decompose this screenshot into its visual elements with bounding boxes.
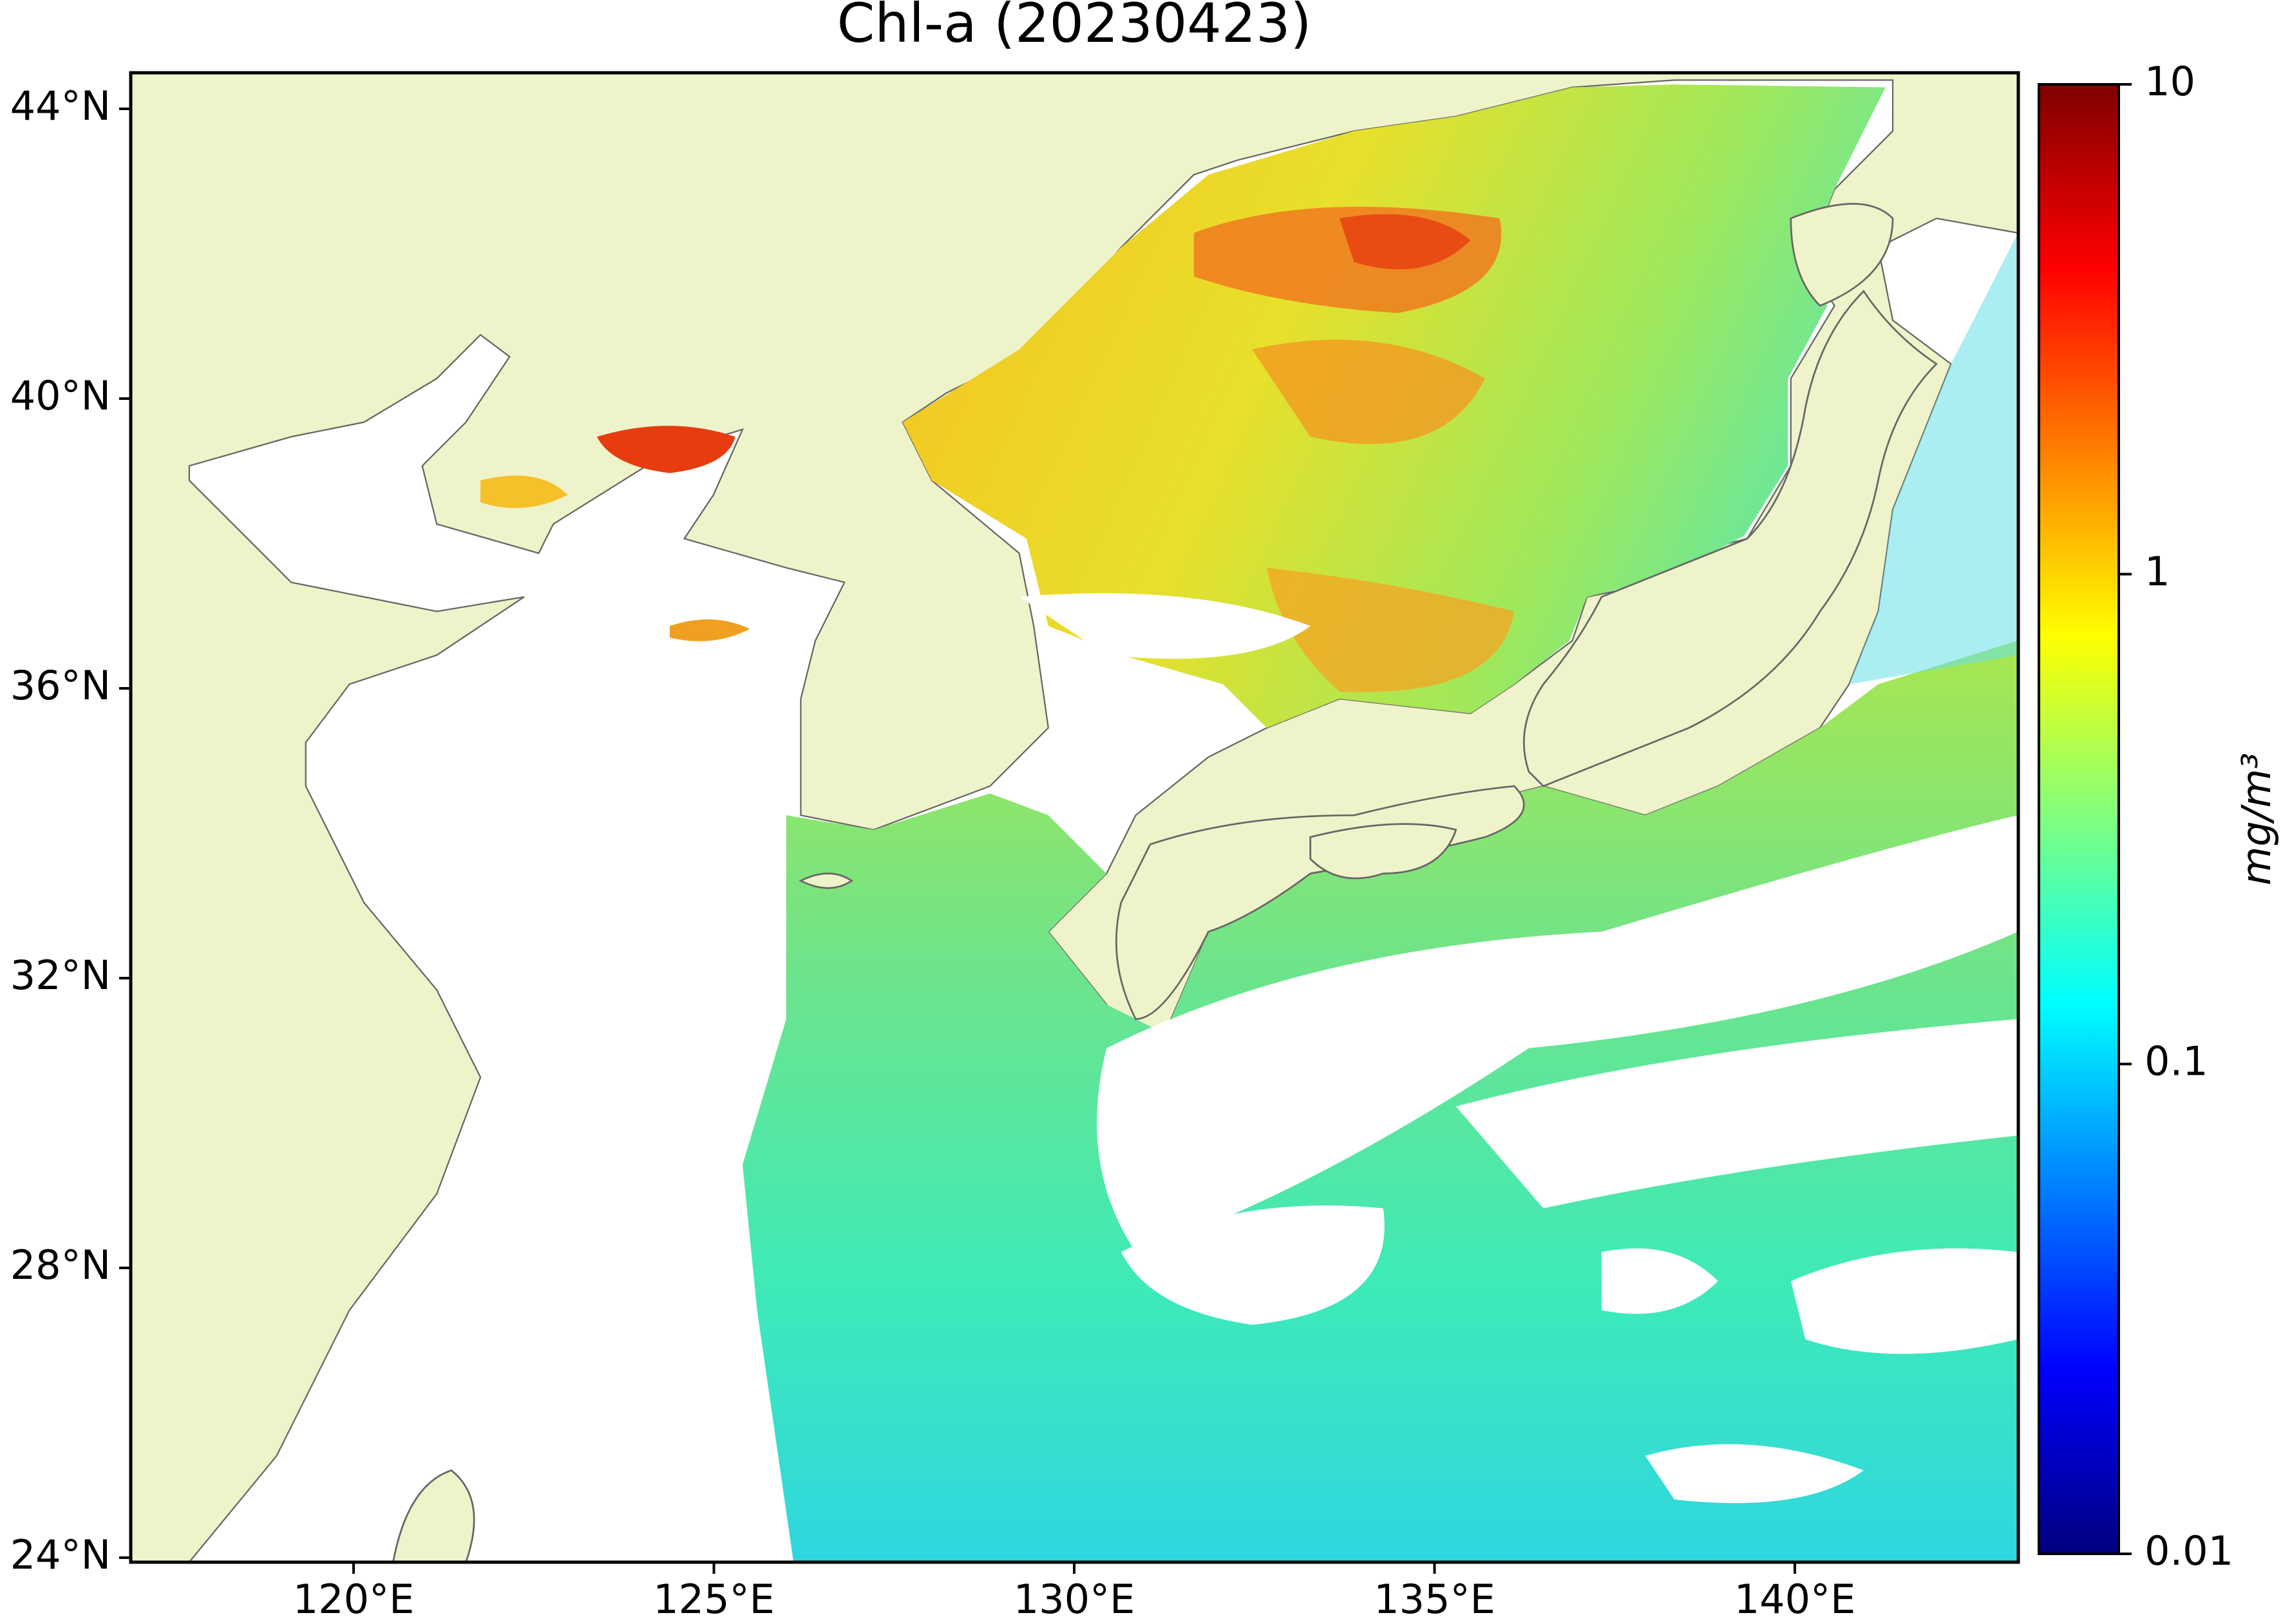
map-area bbox=[131, 73, 2018, 1562]
colorbar-tick-label: 0.1 bbox=[2145, 1037, 2208, 1084]
colorbar-tick-label: 1 bbox=[2145, 548, 2170, 595]
chl-field bbox=[1849, 232, 2018, 685]
lon-tick-label: 125°E bbox=[653, 1576, 775, 1623]
chl-field bbox=[1252, 339, 1486, 444]
colorbar-tick-label: 10 bbox=[2145, 58, 2195, 105]
lat-tick-label: 36°N bbox=[10, 662, 111, 709]
lon-tick-label: 140°E bbox=[1734, 1576, 1856, 1623]
colorbar-label: mg/m³ bbox=[2233, 753, 2280, 885]
lon-tick-label: 130°E bbox=[1014, 1576, 1135, 1623]
chl-field bbox=[480, 475, 568, 509]
chl-field bbox=[1266, 567, 1515, 692]
colorbar-tick-label: 0.01 bbox=[2145, 1527, 2233, 1574]
lat-tick-label: 24°N bbox=[10, 1531, 111, 1578]
lat-tick-label: 40°N bbox=[10, 372, 111, 419]
lon-tick-label: 135°E bbox=[1374, 1576, 1495, 1623]
map-layers bbox=[131, 73, 2018, 1562]
colorbar bbox=[2038, 83, 2120, 1555]
chl-field bbox=[1339, 214, 1471, 270]
map-title: Chl-a (20230423) bbox=[837, 0, 1312, 55]
lat-tick-label: 44°N bbox=[10, 82, 111, 129]
lat-tick-label: 32°N bbox=[10, 952, 111, 999]
cloud bbox=[1019, 593, 2018, 1504]
lat-tick-label: 28°N bbox=[10, 1242, 111, 1289]
lon-tick-label: 120°E bbox=[293, 1576, 415, 1623]
chl-field bbox=[596, 426, 735, 473]
land bbox=[392, 203, 1938, 1562]
chl-field bbox=[669, 619, 750, 641]
